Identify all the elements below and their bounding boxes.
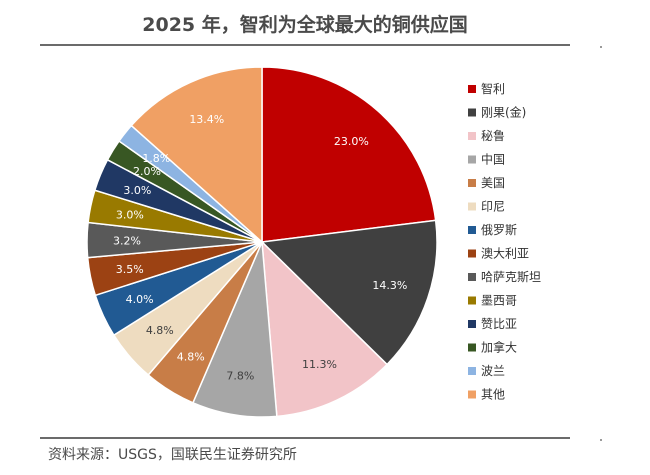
- legend-label: 波兰: [481, 364, 505, 378]
- slice-data-label: 3.0%: [116, 208, 144, 221]
- legend-label: 墨西哥: [481, 294, 517, 308]
- slice-data-label: 7.8%: [226, 369, 254, 382]
- chart-title: 2025 年，智利为全球最大的铜供应国: [142, 14, 468, 36]
- legend-swatch: [468, 367, 476, 375]
- legend-swatch: [468, 202, 476, 211]
- bottom-divider: [40, 437, 570, 439]
- slice-data-label: 4.8%: [146, 324, 174, 337]
- legend-swatch: [468, 273, 476, 281]
- pie-slice: [130, 66, 263, 244]
- slice-data-label: 14.3%: [372, 279, 407, 292]
- legend-swatch: [468, 132, 476, 140]
- legend-swatch: [468, 343, 476, 352]
- legend-swatch: [468, 296, 476, 305]
- slice-data-label: 13.4%: [189, 113, 224, 126]
- legend-label: 澳大利亚: [481, 247, 529, 261]
- legend-swatch: [468, 179, 476, 187]
- legend-label: 中国: [481, 152, 505, 167]
- slice-data-label: 4.8%: [177, 351, 205, 364]
- slice-data-label: 23.0%: [334, 135, 369, 148]
- pie-slice: [261, 240, 389, 418]
- legend-swatch: [468, 85, 476, 93]
- legend-label: 刚果(金): [481, 105, 526, 120]
- legend-label: 智利: [481, 81, 505, 96]
- legend-label: 哈萨克斯坦: [481, 270, 541, 284]
- top-divider: [40, 44, 570, 46]
- pie-slice: [260, 219, 438, 366]
- pie-slice-labels: 23.0% 14.3% 11.3% 7.8% 4.8% 4.8% 4.0% 3.5% 3.2% 3…: [113, 113, 407, 382]
- slice-data-label: 3.0%: [123, 184, 151, 197]
- edge-mark-bottom: [600, 439, 602, 441]
- legend-label: 印尼: [481, 200, 505, 214]
- slice-data-label: 3.5%: [116, 263, 144, 276]
- legend-label: 加拿大: [481, 340, 517, 355]
- slice-data-label: 11.3%: [302, 358, 337, 371]
- edge-mark-top: [600, 46, 602, 48]
- legend-swatch: [468, 108, 476, 117]
- legend-swatch: [468, 320, 476, 328]
- legend-swatch: [468, 249, 476, 258]
- slice-data-label: 2.0%: [133, 165, 161, 178]
- legend-label: 美国: [481, 176, 505, 190]
- legend-label: 俄罗斯: [481, 223, 517, 237]
- legend-swatch: [468, 390, 476, 399]
- source-note: 资料来源：USGS，国联民生证券研究所: [48, 447, 297, 463]
- legend-label: 其他: [481, 388, 505, 402]
- pie-slices: [86, 66, 438, 418]
- legend-label: 秘鲁: [481, 129, 505, 143]
- legend-swatch: [468, 226, 476, 234]
- slice-data-label: 4.0%: [126, 293, 154, 306]
- legend-swatch: [468, 155, 476, 164]
- legend-label: 赞比亚: [481, 317, 517, 331]
- slice-data-label: 1.8%: [142, 152, 170, 165]
- pie-slice: [261, 66, 437, 243]
- slice-data-label: 3.2%: [113, 235, 141, 248]
